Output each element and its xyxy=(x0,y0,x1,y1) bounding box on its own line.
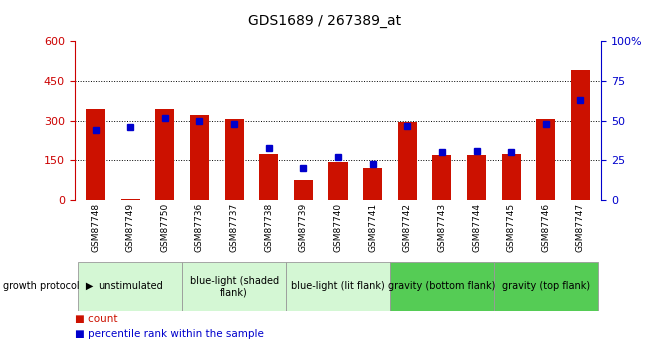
Bar xyxy=(182,262,286,310)
Bar xyxy=(259,154,278,200)
Bar xyxy=(294,180,313,200)
Text: ■ count: ■ count xyxy=(75,314,117,324)
Text: ■ percentile rank within the sample: ■ percentile rank within the sample xyxy=(75,329,264,339)
Bar xyxy=(571,70,590,200)
Bar xyxy=(78,262,182,310)
Bar xyxy=(363,168,382,200)
Text: GSM87739: GSM87739 xyxy=(299,203,308,253)
Text: GSM87738: GSM87738 xyxy=(264,203,273,253)
Text: gravity (top flank): gravity (top flank) xyxy=(502,282,590,291)
Bar xyxy=(494,262,598,310)
Text: GSM87749: GSM87749 xyxy=(125,203,135,252)
Text: blue-light (lit flank): blue-light (lit flank) xyxy=(291,282,385,291)
Text: GSM87746: GSM87746 xyxy=(541,203,551,252)
Bar xyxy=(328,162,348,200)
Text: GSM87741: GSM87741 xyxy=(368,203,377,252)
Text: GSM87748: GSM87748 xyxy=(91,203,100,252)
Bar xyxy=(502,154,521,200)
Text: GSM87737: GSM87737 xyxy=(229,203,239,253)
Text: GSM87740: GSM87740 xyxy=(333,203,343,252)
Text: GSM87750: GSM87750 xyxy=(161,203,169,253)
Bar xyxy=(155,109,174,200)
Text: GSM87745: GSM87745 xyxy=(507,203,515,252)
Bar xyxy=(432,155,452,200)
Text: unstimulated: unstimulated xyxy=(98,282,162,291)
Bar xyxy=(121,199,140,200)
Bar xyxy=(398,122,417,200)
Bar xyxy=(190,116,209,200)
Text: gravity (bottom flank): gravity (bottom flank) xyxy=(388,282,495,291)
Bar xyxy=(467,155,486,200)
Bar xyxy=(86,109,105,200)
Text: GSM87743: GSM87743 xyxy=(437,203,447,252)
Text: growth protocol  ▶: growth protocol ▶ xyxy=(3,282,94,291)
Text: GDS1689 / 267389_at: GDS1689 / 267389_at xyxy=(248,14,402,28)
Text: blue-light (shaded
flank): blue-light (shaded flank) xyxy=(190,276,279,297)
Bar xyxy=(536,119,555,200)
Text: GSM87744: GSM87744 xyxy=(472,203,481,252)
Bar xyxy=(286,262,390,310)
Text: GSM87736: GSM87736 xyxy=(195,203,204,253)
Bar xyxy=(224,119,244,200)
Text: GSM87742: GSM87742 xyxy=(403,203,412,252)
Bar xyxy=(390,262,494,310)
Text: GSM87747: GSM87747 xyxy=(576,203,585,252)
